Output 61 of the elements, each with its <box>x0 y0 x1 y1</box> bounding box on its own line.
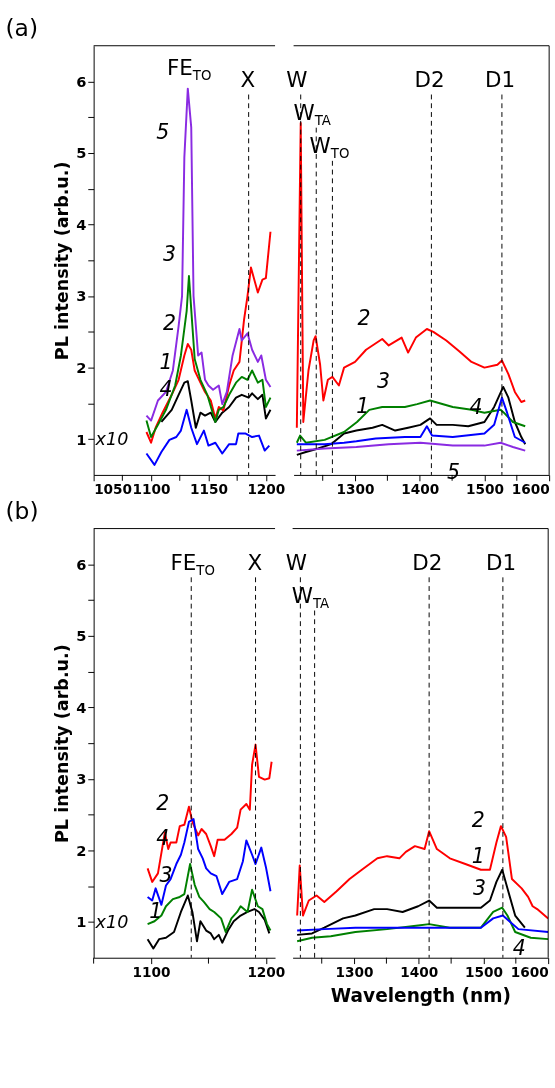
y-tick-label: 2 <box>76 358 87 376</box>
ref-line-label: W <box>286 66 308 92</box>
x-tick-label: 1200 <box>247 480 286 497</box>
annotation: 1 <box>356 393 370 418</box>
line-series <box>146 743 273 883</box>
line-series <box>145 275 272 438</box>
line-series <box>145 408 271 466</box>
x-tick-label: 1300 <box>335 963 374 980</box>
annotation: 3 <box>472 876 486 901</box>
annotation: 3 <box>163 241 177 266</box>
chart-title: (b) <box>5 497 39 526</box>
x-tick-label: 1600 <box>511 480 550 497</box>
annotation: 2 <box>163 311 177 336</box>
x-tick-label: 1400 <box>401 480 440 497</box>
y-tick-label: 4 <box>76 215 87 233</box>
annotation: x10 <box>94 912 129 933</box>
annotation: 5 <box>156 120 170 145</box>
chart-title: (a) <box>5 14 39 43</box>
annotation: 1 <box>471 843 485 868</box>
x-tick-label: 1400 <box>400 963 439 980</box>
x-tick-label: 1600 <box>510 963 549 980</box>
annotation: x10 <box>94 429 129 450</box>
ref-line-label: D2 <box>412 549 443 575</box>
line-series <box>145 230 272 444</box>
line-series <box>146 863 272 933</box>
y-tick-label: 5 <box>76 144 87 162</box>
ref-line-label: D2 <box>414 66 445 92</box>
ref-line-label: X <box>240 66 256 92</box>
y-tick-label: 2 <box>76 841 87 859</box>
y-tick-label: 6 <box>76 72 87 90</box>
x-tick-label: 1100 <box>132 480 171 497</box>
annotation: 3 <box>376 369 390 394</box>
y-tick-label: 4 <box>76 698 87 716</box>
annotation: 4 <box>512 935 526 960</box>
x-tick-label: 1050 <box>94 480 133 497</box>
y-axis-title: PL intensity (arb.u.) <box>52 644 73 844</box>
x-tick-label: 1500 <box>464 963 503 980</box>
x-tick-label: 1300 <box>336 480 375 497</box>
ref-line-label: D1 <box>485 66 516 92</box>
ref-line-label: X <box>247 549 263 575</box>
y-tick-label: 1 <box>76 430 87 448</box>
annotation: 1 <box>159 349 173 374</box>
x-axis-title: Wavelength (nm) <box>330 985 511 1007</box>
annotation: 2 <box>471 808 485 833</box>
annotation: 3 <box>159 862 173 887</box>
x-tick-label: 1200 <box>247 963 286 980</box>
ref-line-label: W <box>285 549 308 575</box>
y-tick-label: 3 <box>76 287 87 305</box>
annotation: 1 <box>149 899 163 924</box>
x-tick-label: 1150 <box>189 480 228 497</box>
y-axis-title: PL intensity (arb.u.) <box>52 161 73 361</box>
y-tick-label: 1 <box>76 913 87 931</box>
ref-line-label: D1 <box>486 549 517 575</box>
line-series <box>145 87 272 422</box>
y-tick-label: 5 <box>76 627 87 645</box>
x-tick-label: 1100 <box>132 963 171 980</box>
y-tick-label: 3 <box>76 770 87 788</box>
annotation: 2 <box>156 790 170 815</box>
x-tick-label: 1500 <box>465 480 504 497</box>
annotation: 2 <box>357 306 371 331</box>
y-tick-label: 6 <box>76 555 87 573</box>
